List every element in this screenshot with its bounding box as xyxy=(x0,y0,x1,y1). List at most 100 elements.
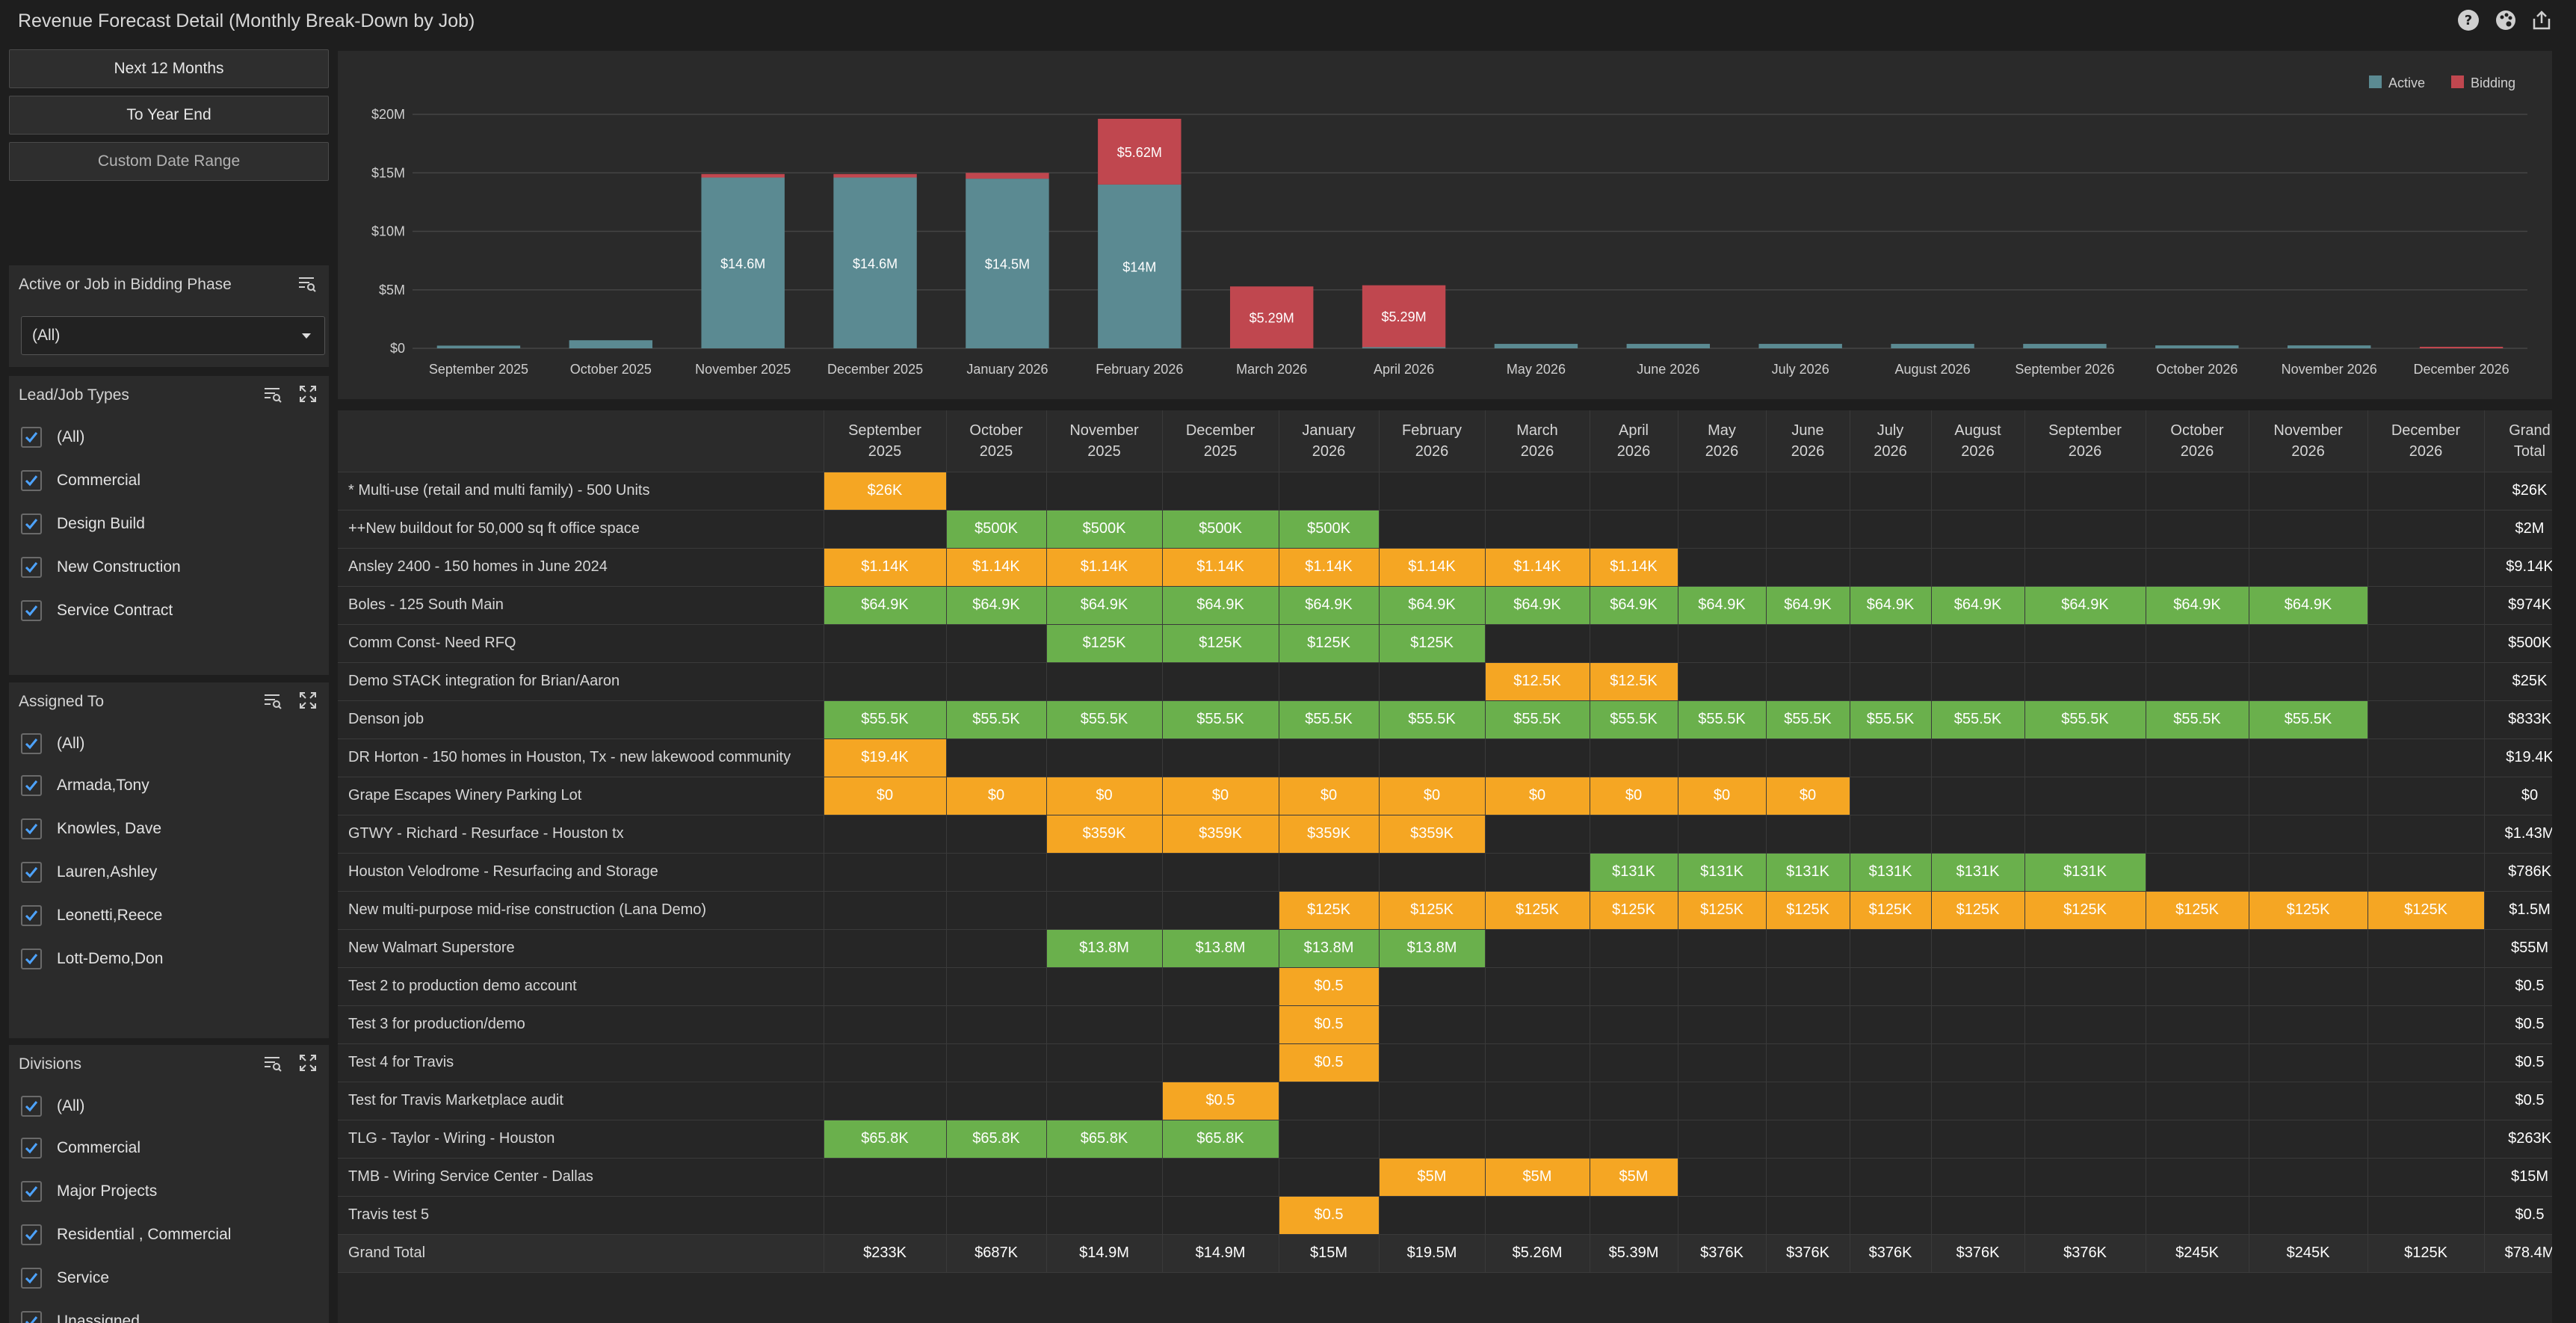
assignee-item[interactable]: Armada,Tony xyxy=(21,771,149,801)
assignee-item[interactable]: Lott-Demo,Don xyxy=(21,944,163,974)
column-header[interactable]: December 2025 xyxy=(1162,410,1279,472)
value-cell xyxy=(1162,662,1279,701)
lead-type-item[interactable]: Service Contract xyxy=(21,596,173,626)
column-header[interactable]: March 2026 xyxy=(1485,410,1590,472)
lead-type-item[interactable]: Design Build xyxy=(21,509,145,539)
column-header[interactable]: July 2026 xyxy=(1850,410,1932,472)
next-12-months-button[interactable]: Next 12 Months xyxy=(9,49,329,88)
grand-total-cell: $245K xyxy=(2249,1234,2368,1273)
division-item[interactable]: Residential , Commercial xyxy=(21,1220,231,1250)
column-header[interactable]: February 2026 xyxy=(1379,410,1486,472)
value-cell xyxy=(2249,662,2368,701)
value-cell: $125K xyxy=(2249,891,2368,930)
custom-date-range-button[interactable]: Custom Date Range xyxy=(9,142,329,181)
checkbox-checked-icon[interactable] xyxy=(21,862,42,883)
filter-search-icon[interactable] xyxy=(297,274,317,297)
value-cell xyxy=(1850,472,1932,511)
table-row[interactable]: Test for Travis Marketplace audit $0.5 $0.… xyxy=(338,1082,2552,1120)
assignee-item[interactable]: Knowles, Dave xyxy=(21,814,161,844)
value-cell xyxy=(2024,1043,2146,1082)
table-row[interactable]: GTWY - Richard - Resurface - Houston tx $… xyxy=(338,815,2552,854)
table-row[interactable]: Test 4 for Travis $0.5 $0.5 xyxy=(338,1043,2552,1082)
checkbox-checked-icon[interactable] xyxy=(21,733,42,754)
checkbox-checked-icon[interactable] xyxy=(21,557,42,578)
table-row[interactable]: Demo STACK integration for Brian/Aaron $1… xyxy=(338,662,2552,701)
checkbox-checked-icon[interactable] xyxy=(21,905,42,926)
lead-type-item[interactable]: New Construction xyxy=(21,552,181,582)
division-item[interactable]: Major Projects xyxy=(21,1176,157,1206)
column-header[interactable]: August 2026 xyxy=(1931,410,2025,472)
checkbox-checked-icon[interactable] xyxy=(21,818,42,839)
table-row[interactable]: Travis test 5 $0.5 $0.5 xyxy=(338,1196,2552,1235)
column-header[interactable]: November 2026 xyxy=(2249,410,2368,472)
checkbox-checked-icon[interactable] xyxy=(21,600,42,621)
column-header[interactable]: May 2026 xyxy=(1678,410,1767,472)
assignee-label: (All) xyxy=(57,735,85,752)
table-row[interactable]: Houston Velodrome - Resurfacing and Stor… xyxy=(338,853,2552,892)
expand-icon[interactable] xyxy=(299,691,317,715)
table-row[interactable]: TMB - Wiring Service Center - Dallas $5M $… xyxy=(338,1158,2552,1197)
checkbox-checked-icon[interactable] xyxy=(21,1311,42,1323)
job-name-cell: ++New buildout for 50,000 sq ft office s… xyxy=(338,510,824,549)
checkbox-checked-icon[interactable] xyxy=(21,775,42,796)
to-year-end-button[interactable]: To Year End xyxy=(9,96,329,135)
checkbox-checked-icon[interactable] xyxy=(21,514,42,534)
checkbox-checked-icon[interactable] xyxy=(21,1181,42,1202)
table-row[interactable]: Comm Const- Need RFQ $125K $125K $125K $125K… xyxy=(338,624,2552,663)
table-row[interactable]: ++New buildout for 50,000 sq ft office s… xyxy=(338,510,2552,549)
value-cell xyxy=(2024,1082,2146,1120)
assignee-item[interactable]: (All) xyxy=(21,729,84,759)
column-header[interactable]: September 2025 xyxy=(824,410,947,472)
lead-type-item[interactable]: (All) xyxy=(21,422,84,452)
value-cell xyxy=(1162,891,1279,930)
filter-search-icon[interactable] xyxy=(263,691,282,715)
checkbox-checked-icon[interactable] xyxy=(21,1268,42,1289)
table-row[interactable]: Test 3 for production/demo $0.5 $0.5 xyxy=(338,1005,2552,1044)
column-header[interactable]: December 2026 xyxy=(2367,410,2485,472)
status-dropdown[interactable]: (All) xyxy=(21,316,325,355)
table-row[interactable]: Grape Escapes Winery Parking Lot $0 $0 $0 $0… xyxy=(338,777,2552,815)
checkbox-checked-icon[interactable] xyxy=(21,1096,42,1117)
table-row[interactable]: DR Horton - 150 homes in Houston, Tx - n… xyxy=(338,738,2552,777)
checkbox-checked-icon[interactable] xyxy=(21,470,42,491)
help-icon[interactable]: ? xyxy=(2457,9,2480,31)
division-item[interactable]: Unassigned xyxy=(21,1307,140,1323)
filter-search-icon[interactable] xyxy=(263,385,282,408)
division-item[interactable]: Service xyxy=(21,1263,109,1293)
table-row[interactable]: Test 2 to production demo account $0.5 $0.… xyxy=(338,967,2552,1006)
checkbox-checked-icon[interactable] xyxy=(21,1224,42,1245)
table-row[interactable]: New Walmart Superstore $13.8M $13.8M $13.8M… xyxy=(338,929,2552,968)
row-total-cell: $786K xyxy=(2484,853,2552,892)
table-row[interactable]: Boles - 125 South Main $64.9K $64.9K $64.9K… xyxy=(338,586,2552,625)
column-header[interactable]: Grand Total xyxy=(2484,410,2552,472)
lead-type-item[interactable]: Commercial xyxy=(21,466,140,496)
value-cell xyxy=(1485,1043,1590,1082)
column-header[interactable]: June 2026 xyxy=(1766,410,1850,472)
expand-icon[interactable] xyxy=(299,385,317,408)
division-item[interactable]: (All) xyxy=(21,1091,84,1121)
assignee-item[interactable]: Leonetti,Reece xyxy=(21,901,162,931)
value-cell xyxy=(1590,738,1678,777)
column-header[interactable]: April 2026 xyxy=(1590,410,1678,472)
table-row[interactable]: Denson job $55.5K $55.5K $55.5K $55.5K $55.5K… xyxy=(338,700,2552,739)
column-header[interactable]: November 2025 xyxy=(1046,410,1163,472)
table-row[interactable]: TLG - Taylor - Wiring - Houston $65.8K $65… xyxy=(338,1120,2552,1159)
table-row[interactable]: New multi-purpose mid-rise construction … xyxy=(338,891,2552,930)
division-item[interactable]: Commercial xyxy=(21,1133,140,1163)
filter-search-icon[interactable] xyxy=(263,1054,282,1077)
table-row[interactable]: Ansley 2400 - 150 homes in June 2024 $1.1… xyxy=(338,548,2552,587)
checkbox-checked-icon[interactable] xyxy=(21,949,42,969)
column-header[interactable]: October 2026 xyxy=(2146,410,2249,472)
column-header[interactable]: October 2025 xyxy=(946,410,1047,472)
table-row[interactable]: * Multi-use (retail and multi family) - … xyxy=(338,472,2552,511)
value-cell xyxy=(2367,853,2485,892)
expand-icon[interactable] xyxy=(299,1054,317,1077)
column-header[interactable]: September 2026 xyxy=(2024,410,2146,472)
checkbox-checked-icon[interactable] xyxy=(21,1138,42,1159)
assignee-item[interactable]: Lauren,Ashley xyxy=(21,857,157,887)
value-cell: $125K xyxy=(2367,891,2485,930)
palette-icon[interactable] xyxy=(2495,9,2517,31)
checkbox-checked-icon[interactable] xyxy=(21,427,42,448)
column-header[interactable]: January 2026 xyxy=(1279,410,1380,472)
export-icon[interactable] xyxy=(2530,9,2553,31)
